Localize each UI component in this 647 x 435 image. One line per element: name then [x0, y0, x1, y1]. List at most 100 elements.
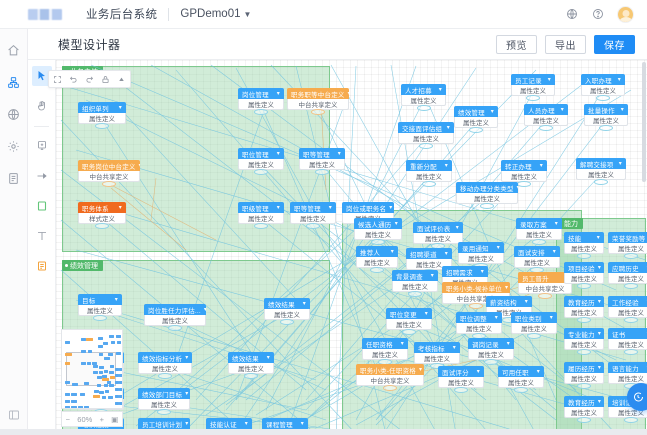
- chevron-down-icon[interactable]: ▾: [549, 315, 553, 321]
- chevron-down-icon[interactable]: ▾: [597, 299, 602, 305]
- help-fab[interactable]: [627, 383, 647, 411]
- node-port[interactable]: [280, 319, 294, 325]
- chevron-down-icon[interactable]: ▾: [617, 77, 621, 83]
- node-port[interactable]: [383, 385, 397, 391]
- chevron-down-icon[interactable]: ▾: [185, 391, 189, 397]
- chevron-down-icon[interactable]: ▾: [390, 249, 394, 255]
- node-header[interactable]: 招聘需求 ▾: [442, 266, 488, 277]
- node-port[interactable]: [370, 267, 384, 273]
- node-header[interactable]: 人员办理 ▾: [524, 104, 568, 115]
- sidebar-item-global[interactable]: [0, 102, 28, 127]
- redo-icon[interactable]: [85, 75, 94, 84]
- node-header[interactable]: 交接面评估组 ▾: [398, 122, 454, 133]
- model-node[interactable]: 绩效指标分析 ▾ 属性定义: [138, 352, 192, 379]
- node-header[interactable]: 履历经历 ▾: [564, 362, 604, 373]
- node-header[interactable]: 面试评价表 ▾: [413, 222, 463, 233]
- node-header[interactable]: 岗位或职务名 ▾: [342, 202, 394, 213]
- chevron-down-icon[interactable]: ▾: [424, 311, 428, 317]
- model-node[interactable]: 教育经历 ▾ 属性定义: [564, 396, 604, 423]
- minimap[interactable]: [61, 329, 123, 409]
- chevron-down-icon[interactable]: ▾: [618, 161, 622, 167]
- node-port[interactable]: [315, 169, 329, 175]
- chevron-down-icon[interactable]: ▾: [524, 299, 528, 305]
- export-button[interactable]: 导出: [545, 34, 586, 54]
- model-node[interactable]: 岗位管理 ▾ 属性定义: [238, 88, 284, 115]
- chevron-down-icon[interactable]: ▾: [418, 367, 423, 373]
- node-header[interactable]: 员工培训计划 ▾: [138, 418, 190, 429]
- model-node[interactable]: 绩效管理 ▾ 属性定义: [454, 106, 498, 133]
- globe-icon[interactable]: [565, 8, 578, 21]
- node-port[interactable]: [408, 291, 422, 297]
- node-header[interactable]: 候选人通历 ▾: [354, 218, 402, 229]
- node-header[interactable]: 可用任职 ▾: [498, 366, 544, 377]
- help-icon[interactable]: [591, 8, 604, 21]
- connector-icon[interactable]: [32, 166, 52, 186]
- chevron-down-icon[interactable]: ▾: [276, 205, 280, 211]
- node-header[interactable]: 薪资结构 ▾: [486, 296, 532, 307]
- node-port[interactable]: [514, 387, 528, 393]
- chevron-down-icon[interactable]: ▾: [597, 399, 602, 405]
- canvas-viewport[interactable]: 业务主体 目标管理 绩效管理 能力 组织单列▾属性定义岗位管理▾属性定义职务职等…: [56, 60, 647, 435]
- node-port[interactable]: [244, 373, 258, 379]
- model-node[interactable]: 应聘历史▾属性定义: [608, 262, 647, 289]
- node-header[interactable]: 职位调整 ▾: [456, 312, 502, 323]
- node-header[interactable]: 招聘渠道 ▾: [406, 248, 452, 259]
- logo[interactable]: [28, 8, 68, 20]
- node-port[interactable]: [517, 181, 531, 187]
- model-node[interactable]: 职等管理 ▾ 属性定义: [290, 202, 336, 229]
- node-header[interactable]: 专业能力 ▾: [564, 328, 604, 339]
- node-header[interactable]: 面试安排 ▾: [514, 246, 560, 257]
- node-header[interactable]: 批量操作 ▾: [584, 104, 628, 115]
- chevron-down-icon[interactable]: ▾: [118, 205, 122, 211]
- model-node[interactable]: 转正办理 ▾ 属性定义: [501, 160, 547, 187]
- node-header[interactable]: 绩效部门目标 ▾: [138, 388, 190, 399]
- node-port[interactable]: [469, 303, 483, 309]
- node-port[interactable]: [158, 373, 172, 379]
- node-port[interactable]: [157, 409, 171, 415]
- model-node[interactable]: 语言能力▾属性定义: [608, 362, 647, 389]
- node-port[interactable]: [526, 95, 540, 101]
- node-header[interactable]: 职务体系 ▾: [78, 202, 126, 213]
- sidebar-item-settings[interactable]: [0, 134, 28, 159]
- model-node[interactable]: 人员办理 ▾ 属性定义: [524, 104, 568, 131]
- sidebar-item-home[interactable]: [0, 38, 28, 63]
- node-port[interactable]: [371, 239, 385, 245]
- chevron-down-icon[interactable]: ▾: [185, 355, 189, 361]
- sidebar-item-docs[interactable]: [0, 166, 28, 191]
- model-node[interactable]: 目标 ▾ 属性定义: [78, 294, 122, 321]
- preview-button[interactable]: 预览: [496, 34, 537, 54]
- node-header[interactable]: 移动办理分类类型▾: [456, 182, 518, 193]
- chevron-down-icon[interactable]: ▾: [444, 251, 448, 257]
- chevron-down-icon[interactable]: ▾: [400, 341, 404, 347]
- model-node[interactable]: 履历经历 ▾ 属性定义: [564, 362, 604, 389]
- chevron-down-icon[interactable]: ▾: [547, 77, 551, 83]
- avatar[interactable]: [617, 5, 634, 23]
- node-header[interactable]: 岗位管理 ▾: [238, 88, 284, 99]
- node-header[interactable]: 绩效结果 ▾: [264, 298, 310, 309]
- node-port[interactable]: [538, 293, 552, 299]
- model-node[interactable]: 人才招募 ▾ 属性定义: [401, 84, 446, 111]
- node-port[interactable]: [577, 417, 591, 423]
- chevron-down-icon[interactable]: ▾: [539, 163, 543, 169]
- node-port[interactable]: [469, 127, 483, 133]
- model-node[interactable]: 录取方案 ▾ 属性定义: [516, 218, 562, 245]
- chevron-down-icon[interactable]: ▾: [560, 107, 564, 113]
- node-header[interactable]: 技能认证 ▾: [206, 418, 252, 429]
- node-port[interactable]: [484, 359, 498, 365]
- model-node[interactable]: 职务体系 ▾ 样式定义: [78, 202, 126, 229]
- chevron-down-icon[interactable]: ▾: [597, 265, 602, 271]
- chevron-down-icon[interactable]: ▾: [276, 91, 280, 97]
- node-header[interactable]: 课程管理 ▾: [262, 418, 308, 429]
- project-selector[interactable]: GPDemo01 ▼: [180, 8, 251, 20]
- model-node[interactable]: 组织单列 ▾ 属性定义: [78, 102, 126, 129]
- node-header[interactable]: 职级管理 ▾: [238, 202, 284, 213]
- chevron-down-icon[interactable]: ▾: [430, 273, 434, 279]
- node-header[interactable]: 考核指标 ▾: [414, 342, 460, 353]
- node-port[interactable]: [624, 317, 638, 323]
- node-port[interactable]: [422, 181, 436, 187]
- chevron-down-icon[interactable]: ▾: [328, 205, 332, 211]
- model-node[interactable]: 职务岗位中台定义▾中台共享定义: [78, 160, 140, 187]
- chevron-down-icon[interactable]: ▾: [552, 249, 556, 255]
- node-port[interactable]: [480, 203, 494, 209]
- model-node[interactable]: 职位类别 ▾ 属性定义: [511, 312, 557, 339]
